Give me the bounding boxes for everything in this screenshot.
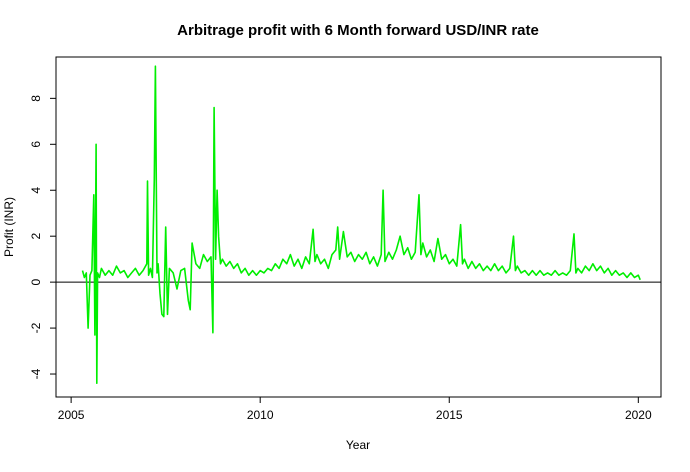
y-tick-label: 4 — [29, 187, 43, 194]
y-tick-label: -2 — [29, 322, 43, 333]
chart-title: Arbitrage profit with 6 Month forward US… — [177, 22, 539, 39]
y-tick-label: -4 — [29, 368, 43, 379]
x-tick-label: 2015 — [436, 408, 463, 422]
y-tick-label: 8 — [29, 95, 43, 102]
y-axis-label: Profit (INR) — [2, 197, 16, 257]
y-tick-label: 0 — [29, 278, 43, 285]
y-axis: -4 -2 0 2 4 6 8 — [29, 95, 56, 379]
x-axis-label: Year — [346, 438, 370, 452]
plot-frame — [55, 56, 662, 398]
x-tick-label: 2020 — [625, 408, 652, 422]
x-tick-label: 2010 — [247, 408, 274, 422]
series-group — [81, 65, 641, 384]
series-line — [81, 65, 641, 384]
x-axis: 2005 2010 2015 2020 — [58, 397, 652, 422]
y-tick-label: 2 — [29, 233, 43, 240]
y-tick-label: 6 — [29, 141, 43, 148]
x-tick-label: 2005 — [58, 408, 85, 422]
